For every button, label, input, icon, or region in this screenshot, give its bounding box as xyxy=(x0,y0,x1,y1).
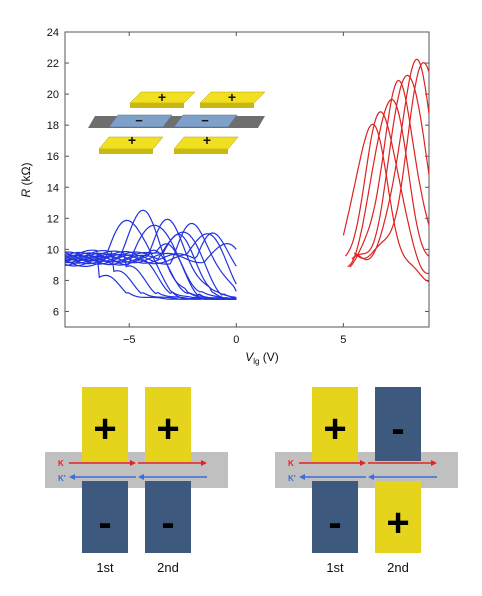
y-tick-label: 20 xyxy=(47,89,59,101)
bottom-gate xyxy=(312,481,358,553)
kprime-label: K' xyxy=(58,474,66,483)
k-label: K xyxy=(288,459,294,468)
kprime-arrowhead xyxy=(368,474,374,480)
x-axis-label: Vlg (V) xyxy=(245,350,279,366)
bottom-gate-sign: - xyxy=(161,501,174,545)
kprime-label: K' xyxy=(288,474,296,483)
bottom-gate xyxy=(82,481,128,553)
bottom-gate xyxy=(145,481,191,553)
inset-sign-top-1: + xyxy=(158,89,166,105)
top-gate xyxy=(82,387,128,461)
blue-curve xyxy=(64,249,237,300)
inset-sign-top-2: + xyxy=(228,89,236,105)
schematic-panel-2: + - 1st - +2nd K K' xyxy=(275,387,458,575)
top-gate xyxy=(145,387,191,461)
top-gate-sign: - xyxy=(391,407,404,451)
y-tick-label: 24 xyxy=(47,27,59,39)
bottom-gate xyxy=(375,481,421,553)
red-curve xyxy=(353,58,430,261)
resistance-plot: 6 8 10 12 14 16 18 20 22 24 −5 0 5 R (kΩ) Vlg (V) +… xyxy=(19,27,430,366)
inset-sign-channel-1: − xyxy=(135,113,143,128)
red-curve xyxy=(347,98,430,268)
schematic-panel-1: + - 1st + - 2nd K K' xyxy=(45,387,228,575)
kprime-arrowhead xyxy=(138,474,144,480)
bottom-gate-sign: + xyxy=(386,501,409,545)
blue-curve xyxy=(64,233,237,285)
y-tick-label: 16 xyxy=(47,151,59,163)
inset-channel-2 xyxy=(173,114,238,128)
red-curve xyxy=(355,62,430,260)
red-curve-group xyxy=(342,58,430,283)
plot-frame xyxy=(64,31,430,328)
inset-top-gate-2-side xyxy=(200,103,254,108)
kprime-arrowhead xyxy=(299,474,305,480)
k-arrowhead xyxy=(431,460,437,466)
channel-strip xyxy=(275,452,458,488)
x-axis: −5 0 5 xyxy=(123,32,346,346)
k-arrowhead xyxy=(360,460,366,466)
red-curve xyxy=(351,74,430,260)
x-tick-label: 5 xyxy=(340,334,346,346)
y-tick-label: 10 xyxy=(47,244,59,256)
inset-top-gate-1-side xyxy=(130,103,184,108)
top-gate xyxy=(375,387,421,461)
y-axis: 6 8 10 12 14 16 18 20 22 24 xyxy=(47,27,429,318)
red-curve xyxy=(345,111,429,275)
gate-label: 1st xyxy=(326,560,344,575)
top-gate-sign: + xyxy=(93,407,116,451)
x-tick-label: 0 xyxy=(233,334,239,346)
gate-label: 2nd xyxy=(157,560,179,575)
blue-curve-group xyxy=(64,209,237,300)
channel-strip xyxy=(45,452,228,488)
y-tick-label: 18 xyxy=(47,120,59,132)
y-tick-label: 14 xyxy=(47,182,59,194)
red-curve xyxy=(349,79,430,268)
y-tick-label: 8 xyxy=(53,275,59,287)
inset-sign-channel-2: − xyxy=(201,113,209,128)
top-gate xyxy=(312,387,358,461)
y-tick-label: 12 xyxy=(47,213,59,225)
k-label: K xyxy=(58,459,64,468)
k-arrowhead xyxy=(130,460,136,466)
blue-curve xyxy=(65,242,237,264)
inset-bottom-gate-2-side xyxy=(174,149,228,154)
blue-curve xyxy=(64,249,237,300)
inset-channel-1 xyxy=(108,114,173,128)
x-tick-label: −5 xyxy=(123,334,136,346)
inset-sign-bottom-1: + xyxy=(128,132,136,148)
inset-sign-bottom-2: + xyxy=(203,132,211,148)
y-axis-label: R (kΩ) xyxy=(19,163,33,198)
top-gate-sign: + xyxy=(323,407,346,451)
gate-schematics: + - 1st + - 2nd K K' + - 1st - +2nd K K' xyxy=(45,387,458,575)
blue-curve xyxy=(64,233,237,299)
y-tick-label: 22 xyxy=(47,58,59,70)
y-tick-label: 6 xyxy=(53,306,59,318)
inset-bottom-gate-1-side xyxy=(99,149,153,154)
blue-curve xyxy=(64,243,237,300)
k-arrowhead xyxy=(201,460,207,466)
device-inset: + + − − + + xyxy=(88,89,266,154)
top-gate-sign: + xyxy=(156,407,179,451)
blue-curve xyxy=(64,232,237,267)
bottom-gate-sign: - xyxy=(98,501,111,545)
bottom-gate-sign: - xyxy=(328,501,341,545)
gate-label: 1st xyxy=(96,560,114,575)
kprime-arrowhead xyxy=(69,474,75,480)
gate-label: 2nd xyxy=(387,560,409,575)
